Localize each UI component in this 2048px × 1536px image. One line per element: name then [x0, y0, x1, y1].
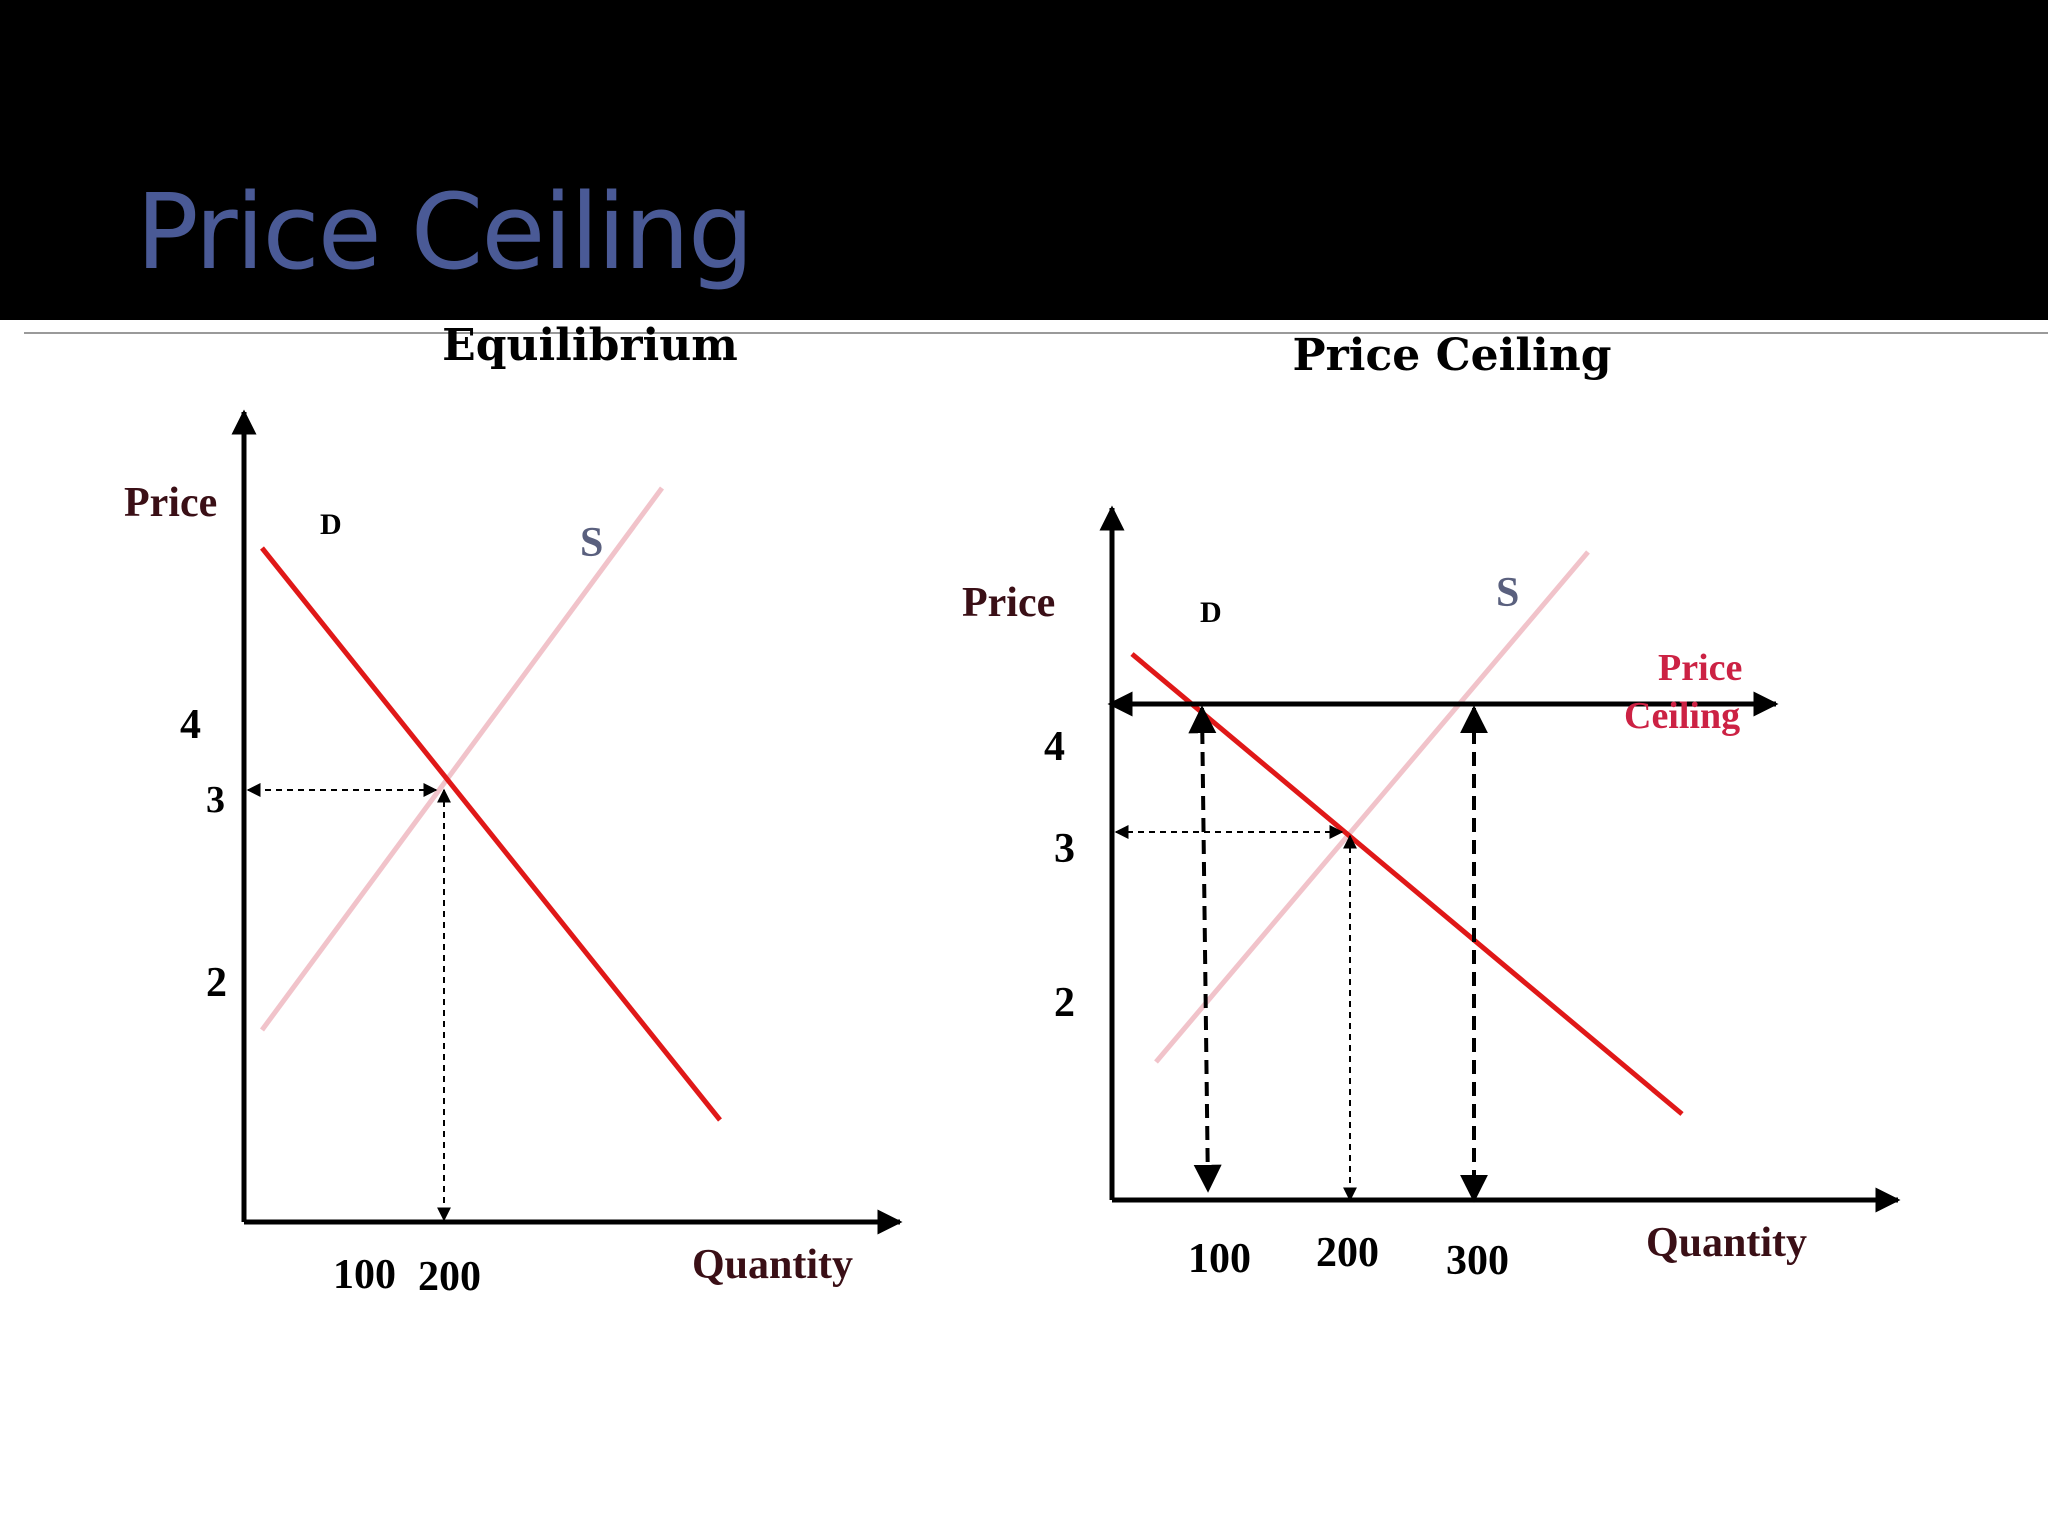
equilibrium-x-tick-200: 200	[418, 1254, 481, 1300]
price-ceiling-x-tick-300: 300	[1446, 1238, 1509, 1284]
price-ceiling-x-tick-100: 100	[1188, 1236, 1251, 1282]
price-ceiling-y-tick-4: 4	[1044, 724, 1065, 770]
equilibrium-y-tick-4: 4	[180, 702, 201, 748]
price-ceiling-demand-label: D	[1200, 596, 1222, 629]
price-ceiling-chart-title: Price Ceiling	[1293, 330, 1612, 381]
equilibrium-demand-line	[260, 546, 722, 1122]
price-ceiling-y-tick-2: 2	[1054, 980, 1075, 1026]
price-ceiling-y-tick-3: 3	[1054, 826, 1075, 872]
price-ceiling-quantity-label: Quantity	[1646, 1220, 1807, 1266]
title-divider	[24, 332, 2048, 334]
price-ceiling-supply-label: S	[1496, 570, 1519, 616]
price-ceiling-chart: Price Ceiling Price Quantity 4 3 2 100 2…	[962, 330, 1901, 1284]
price-ceiling-x-tick-200: 200	[1316, 1230, 1379, 1276]
equilibrium-supply-line	[259, 486, 665, 1032]
equilibrium-chart: Equilibrium Price Quantity 4 3 2 100 200…	[124, 320, 903, 1300]
price-ceiling-supply-line	[1154, 550, 1590, 1064]
title-bar	[0, 0, 2048, 320]
equilibrium-supply-label: S	[580, 520, 603, 566]
equilibrium-chart-title: Equilibrium	[442, 320, 738, 371]
equilibrium-y-tick-2: 2	[206, 960, 227, 1006]
equilibrium-price-label: Price	[124, 480, 217, 526]
equilibrium-x-tick-100: 100	[333, 1252, 396, 1298]
equilibrium-quantity-label: Quantity	[692, 1242, 853, 1288]
price-ceiling-demand-line	[1130, 652, 1684, 1116]
equilibrium-y-tick-3: 3	[206, 779, 225, 821]
price-ceiling-price-label: Price	[962, 580, 1055, 626]
slide-title: Price Ceiling	[136, 171, 754, 293]
price-ceiling-annotation: Price Ceiling	[1624, 647, 1752, 737]
price-ceiling-demanded-guide	[1188, 705, 1222, 1193]
equilibrium-demand-label: D	[320, 508, 342, 541]
